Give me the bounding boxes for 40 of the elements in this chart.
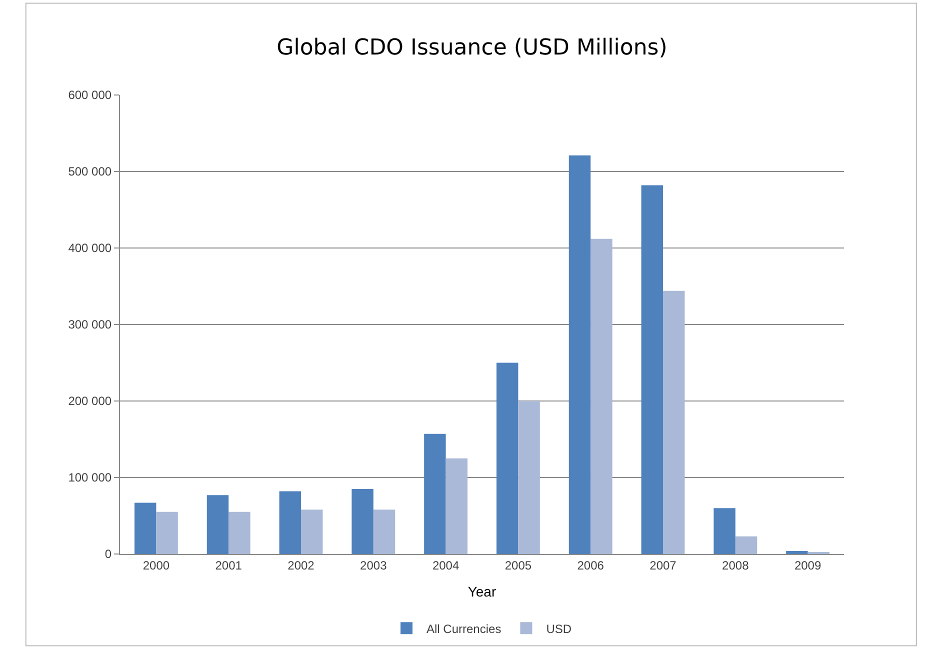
bar [735,536,758,554]
bar [496,362,518,554]
bar [424,434,446,554]
y-tick-label: 300 000 [68,318,112,332]
bar [590,238,612,554]
bar [518,401,540,554]
bar [373,510,396,554]
bar [641,185,663,554]
bar [156,512,178,554]
bar [279,491,301,554]
legend-label: USD [546,622,572,636]
y-tick-label: 400 000 [68,241,112,256]
x-tick-label: 2001 [215,558,242,572]
x-tick-label: 2008 [722,558,750,572]
x-axis-title: Year [468,584,496,600]
bar [786,550,808,554]
x-tick-label: 2003 [360,558,388,572]
bar [446,458,468,554]
bar [714,508,736,554]
bar [228,512,250,554]
bar [301,510,323,554]
bar [663,290,685,554]
y-tick-label: 100 000 [68,470,112,485]
bar [352,488,374,554]
bar [206,495,229,554]
bar [134,502,156,554]
y-tick-label: 500 000 [68,164,112,179]
y-tick-label: 0 [104,547,112,562]
x-tick-label: 2007 [650,558,677,572]
x-tick-label: 2000 [142,558,170,572]
legend-label: All Currencies [426,622,502,636]
y-tick-label: 200 000 [68,394,112,408]
y-tick-label: 600 000 [68,88,112,102]
chart-title: Global CDO Issuance (USD Millions) [276,36,668,61]
x-tick-label: 2005 [504,558,532,572]
x-tick-label: 2002 [288,558,315,572]
bar [568,155,591,554]
x-tick-label: 2006 [577,558,604,572]
x-tick-label: 2009 [794,558,822,572]
x-tick-label: 2004 [432,558,460,572]
